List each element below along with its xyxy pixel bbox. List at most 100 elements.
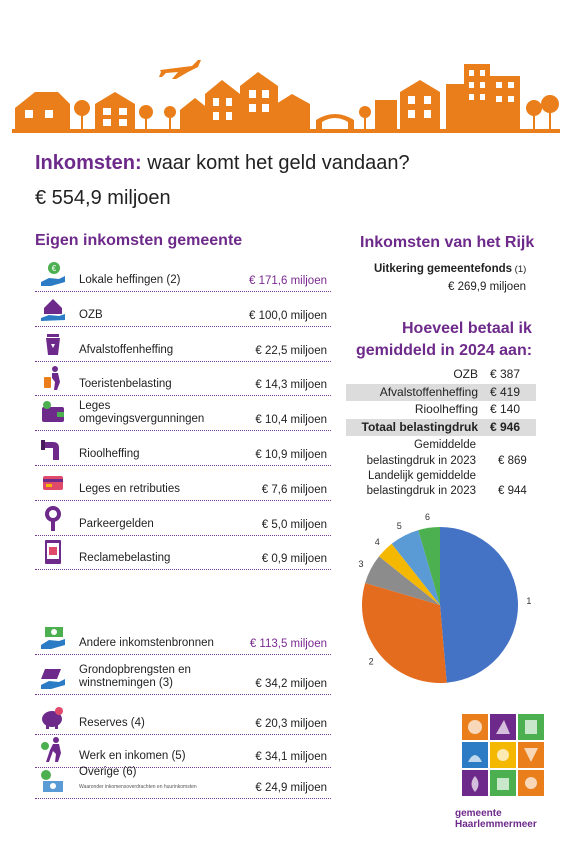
- eigen-label-line: Afvalstoffenheffing: [79, 343, 174, 356]
- wallet-icon: [39, 399, 67, 427]
- hand-cash-icon: [39, 623, 67, 651]
- skyline-illustration: [12, 60, 560, 133]
- svg-text:€: €: [52, 264, 57, 273]
- betaal-row-value: € 387: [490, 367, 521, 381]
- andere-label-line: Grondopbrengsten en: [79, 664, 191, 676]
- eigen-row: Parkeergelden € 5,0 miljoen: [35, 501, 331, 536]
- rijk-heading: Inkomsten van het Rijk: [360, 234, 535, 251]
- eigen-value: € 10,9 miljoen: [255, 449, 327, 461]
- andere-label: Werk en inkomen (5): [79, 750, 186, 763]
- gem-label-2: belastingdruk in 2023: [366, 455, 476, 467]
- house-hand-icon: [39, 295, 67, 323]
- eigen-value: € 5,0 miljoen: [261, 518, 327, 531]
- pipe-icon: [39, 434, 67, 462]
- betaal-row: Afvalstoffenheffing € 419: [346, 384, 536, 401]
- airplane-icon: [159, 60, 201, 79]
- eigen-label-line: omgevingsvergunningen: [79, 413, 205, 426]
- betaal-row-value: € 419: [490, 385, 521, 399]
- pie-slice-1: [440, 527, 518, 683]
- andere-label: Andere inkomstenbronnen: [79, 637, 214, 650]
- andere-label-line: Werk en inkomen (5): [79, 750, 186, 762]
- eigen-row: Afvalstoffenheffing € 22,5 miljoen: [35, 327, 331, 362]
- hand-coin-icon: €: [39, 260, 67, 288]
- pie-slice-2: [362, 583, 447, 683]
- logo-line-2: Haarlemmermeer: [455, 819, 537, 830]
- eigen-label-line: Lokale heffingen (2): [79, 274, 181, 286]
- betaal-row: Totaal belastingdruk € 946: [346, 419, 536, 436]
- eigen-label: Reclamebelasting: [79, 552, 170, 565]
- trash-bin-icon: [39, 330, 67, 358]
- page-title: Inkomsten: waar komt het geld vandaan?: [35, 152, 410, 175]
- total-amount: € 554,9 miljoen: [35, 187, 171, 209]
- rijk-label: Uitkering gemeentefonds (1): [374, 263, 526, 275]
- eigen-label-line: Rioolheffing: [79, 448, 140, 460]
- eigen-value: € 7,6 miljoen: [261, 483, 327, 496]
- eigen-label: Rioolheffing: [79, 448, 140, 461]
- money-icon: [39, 767, 67, 795]
- pie-slice-3: [365, 556, 440, 605]
- pie-label-2: 2: [369, 656, 374, 666]
- andere-value: € 24,9 miljoen: [255, 782, 327, 794]
- land-value: € 944: [498, 485, 527, 497]
- pie-label-1: 1: [526, 596, 531, 606]
- rijk-value: € 269,9 miljoen: [448, 281, 526, 293]
- piggy-bank-icon: [39, 703, 67, 731]
- billboard-icon: [39, 538, 67, 566]
- pie-label-3: 3: [359, 559, 364, 569]
- card-icon: [39, 469, 67, 497]
- andere-label-line: Reserves (4): [79, 717, 145, 729]
- betaal-row-value: € 140: [490, 402, 521, 416]
- land-label-1: Landelijk gemiddelde: [367, 470, 476, 482]
- betaal-heading-2: gemiddeld in 2024 aan:: [356, 342, 533, 359]
- pie-slice-6: [418, 527, 440, 605]
- eigen-label: Lokale heffingen (2): [79, 274, 180, 287]
- betaal-heading-1: Hoeveel betaal ik: [402, 320, 532, 337]
- eigen-label-line: Leges: [79, 400, 111, 413]
- eigen-row: Leges omgevingsvergunningen € 10,4 miljoen: [35, 396, 331, 432]
- andere-value: € 113,5 miljoen: [249, 638, 327, 650]
- andere-row: Grondopbrengsten en winstnemingen (3) € 34…: [35, 660, 331, 695]
- betaal-row-label: Rioolheffing: [414, 402, 478, 416]
- gemeente-logo-icon: [462, 714, 544, 796]
- eigen-label: Afvalstoffenheffing: [79, 344, 173, 357]
- land-hand-icon: [39, 663, 67, 691]
- eigen-label: Leges en retributies: [79, 483, 180, 496]
- logo-line-1: gemeente: [455, 808, 502, 819]
- title-rest: waar komt het geld vandaan?: [141, 152, 410, 174]
- andere-value: € 20,3 miljoen: [255, 718, 327, 730]
- eigen-value: € 0,9 miljoen: [261, 553, 327, 566]
- betaal-row: Rioolheffing € 140: [346, 401, 536, 418]
- eigen-label-line: Reclamebelasting: [79, 552, 171, 565]
- rijk-label-text: Uitkering gemeentefonds: [374, 263, 513, 275]
- betaal-row-label: Afvalstoffenheffing: [379, 385, 478, 399]
- eigen-label: Parkeergelden: [79, 518, 154, 531]
- andere-label: Overige (6) Waaronder inkomensoverdrachte…: [79, 766, 197, 794]
- betaal-row-label: OZB: [453, 367, 478, 381]
- walking-person-icon: [39, 736, 67, 764]
- eigen-value: € 22,5 miljoen: [255, 344, 327, 357]
- eigen-heading: Eigen inkomsten gemeente: [35, 232, 243, 249]
- eigen-row: € Lokale heffingen (2) € 171,6 miljoen: [35, 257, 331, 292]
- traveler-icon: [39, 364, 67, 392]
- pie-label-4: 4: [375, 537, 380, 547]
- pie-label-5: 5: [397, 521, 402, 531]
- eigen-row: Toeristenbelasting € 14,3 miljoen: [35, 361, 331, 397]
- pie-slice-5: [391, 530, 440, 605]
- andere-value: € 34,1 miljoen: [255, 751, 327, 763]
- eigen-value: € 100,0 miljoen: [249, 309, 327, 322]
- income-pie-chart: 1 2 3 4 5 6: [359, 512, 531, 683]
- gem-value: € 869: [498, 455, 527, 467]
- betaal-row-label: Totaal belastingdruk: [361, 420, 478, 434]
- andere-row: Werk en inkomen (5) € 34,1 miljoen: [35, 733, 331, 768]
- andere-note: Waaronder inkomensoverdrachten en huurin…: [79, 784, 197, 790]
- logo-text: gemeente Haarlemmermeer: [455, 808, 537, 830]
- title-highlight: Inkomsten:: [35, 152, 142, 174]
- eigen-label-line: Parkeergelden: [79, 517, 154, 530]
- pie-label-6: 6: [425, 512, 430, 522]
- andere-row: Andere inkomstenbronnen € 113,5 miljoen: [35, 620, 331, 655]
- andere-label-line: Overige (6): [79, 766, 137, 778]
- andere-label: Reserves (4): [79, 717, 145, 730]
- eigen-row: Rioolheffing € 10,9 miljoen: [35, 431, 331, 466]
- eigen-label: Toeristenbelasting: [79, 378, 172, 391]
- eigen-value: € 10,4 miljoen: [255, 414, 327, 427]
